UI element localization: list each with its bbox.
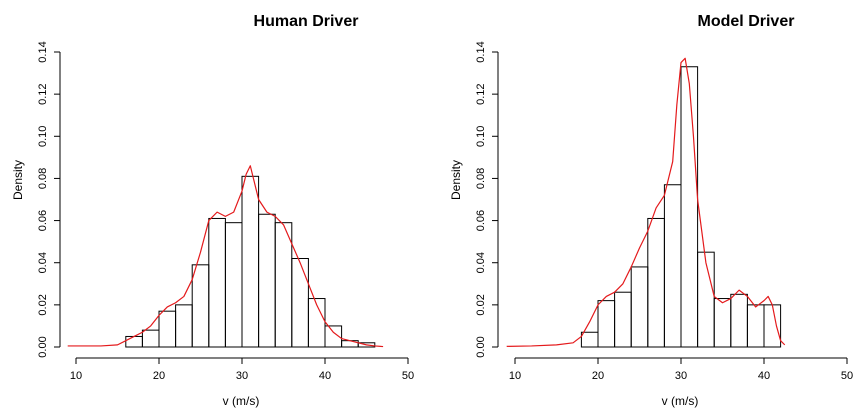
histogram-bar	[274, 222, 293, 348]
y-tick-label: 0.02	[475, 294, 487, 315]
histogram-bar	[680, 66, 699, 348]
density-curve	[506, 57, 786, 347]
histogram-bar	[208, 217, 226, 348]
histogram-bar	[713, 298, 732, 348]
x-tick-label: 40	[319, 370, 331, 382]
chart-title: Human Driver	[254, 13, 359, 30]
histogram-bar	[746, 304, 765, 348]
y-tick-label: 0.08	[37, 168, 49, 189]
x-axis: 10 20 30 40 50	[70, 357, 414, 382]
x-tick-label: 50	[841, 370, 853, 382]
density-curve-group	[67, 165, 384, 348]
chart-title: Model Driver	[698, 13, 795, 30]
histogram-bar	[158, 310, 177, 348]
y-tick-label: 0.12	[475, 83, 487, 104]
y-tick-label: 0.02	[37, 294, 49, 315]
x-tick-label: 10	[70, 370, 82, 382]
histogram-bar	[307, 298, 326, 348]
histogram-bars	[125, 175, 376, 348]
y-tick-label: 0.04	[37, 252, 49, 273]
histogram-bar	[191, 264, 210, 348]
x-axis-label: v (m/s)	[223, 394, 260, 408]
histogram-bar	[175, 304, 193, 348]
x-axis: 10 20 30 40 50	[509, 357, 853, 382]
histogram-bar	[224, 222, 243, 348]
x-tick-label: 20	[153, 370, 165, 382]
x-tick-label: 40	[758, 370, 770, 382]
y-tick-label: 0.06	[37, 210, 49, 231]
histogram-bar	[697, 251, 715, 348]
density-curve	[67, 165, 384, 348]
y-tick-label: 0.04	[475, 252, 487, 273]
histogram-bar	[630, 266, 649, 348]
histogram-bar	[663, 184, 682, 348]
y-tick-label: 0.00	[475, 336, 487, 357]
histogram-bar	[241, 175, 260, 348]
histogram-bar	[597, 300, 616, 348]
y-tick-label: 0.14	[37, 41, 49, 62]
histogram-bar	[324, 325, 343, 348]
histogram-bar	[291, 258, 309, 348]
x-tick-label: 50	[402, 370, 414, 382]
histogram-bar	[580, 331, 599, 348]
y-tick-label: 0.08	[475, 168, 487, 189]
histogram-bar	[730, 293, 748, 348]
y-tick-label: 0.06	[475, 210, 487, 231]
y-tick-label: 0.00	[37, 336, 49, 357]
histogram-bar	[647, 217, 665, 348]
x-axis-label: v (m/s)	[662, 394, 699, 408]
y-tick-label: 0.12	[37, 83, 49, 104]
x-tick-label: 10	[509, 370, 521, 382]
x-tick-label: 30	[236, 370, 248, 382]
y-axis-label: Density	[449, 160, 463, 200]
y-axis: 0.00 0.02 0.04 0.06 0.08 0.10 0.12 0.14	[37, 41, 61, 358]
histogram-bar	[125, 335, 143, 348]
histogram-bar	[357, 342, 376, 348]
x-tick-label: 30	[675, 370, 687, 382]
y-tick-label: 0.14	[475, 41, 487, 62]
density-curve-group	[506, 57, 786, 347]
x-tick-label: 20	[592, 370, 604, 382]
histogram-bar	[614, 291, 632, 348]
human-driver-panel: Human Driver v (m/s) Density 10 20 30 40 50 …	[11, 13, 414, 408]
histogram-bar	[258, 213, 276, 348]
histogram-bar	[763, 304, 782, 348]
model-driver-panel: Model Driver v (m/s) Density 10 20 30 40 50 …	[449, 13, 853, 408]
y-tick-label: 0.10	[475, 126, 487, 147]
histogram-bar	[141, 329, 160, 348]
y-axis: 0.00 0.02 0.04 0.06 0.08 0.10 0.12 0.14	[475, 41, 499, 358]
y-tick-label: 0.10	[37, 126, 49, 147]
y-axis-label: Density	[11, 160, 25, 200]
histogram-bars	[580, 66, 782, 348]
